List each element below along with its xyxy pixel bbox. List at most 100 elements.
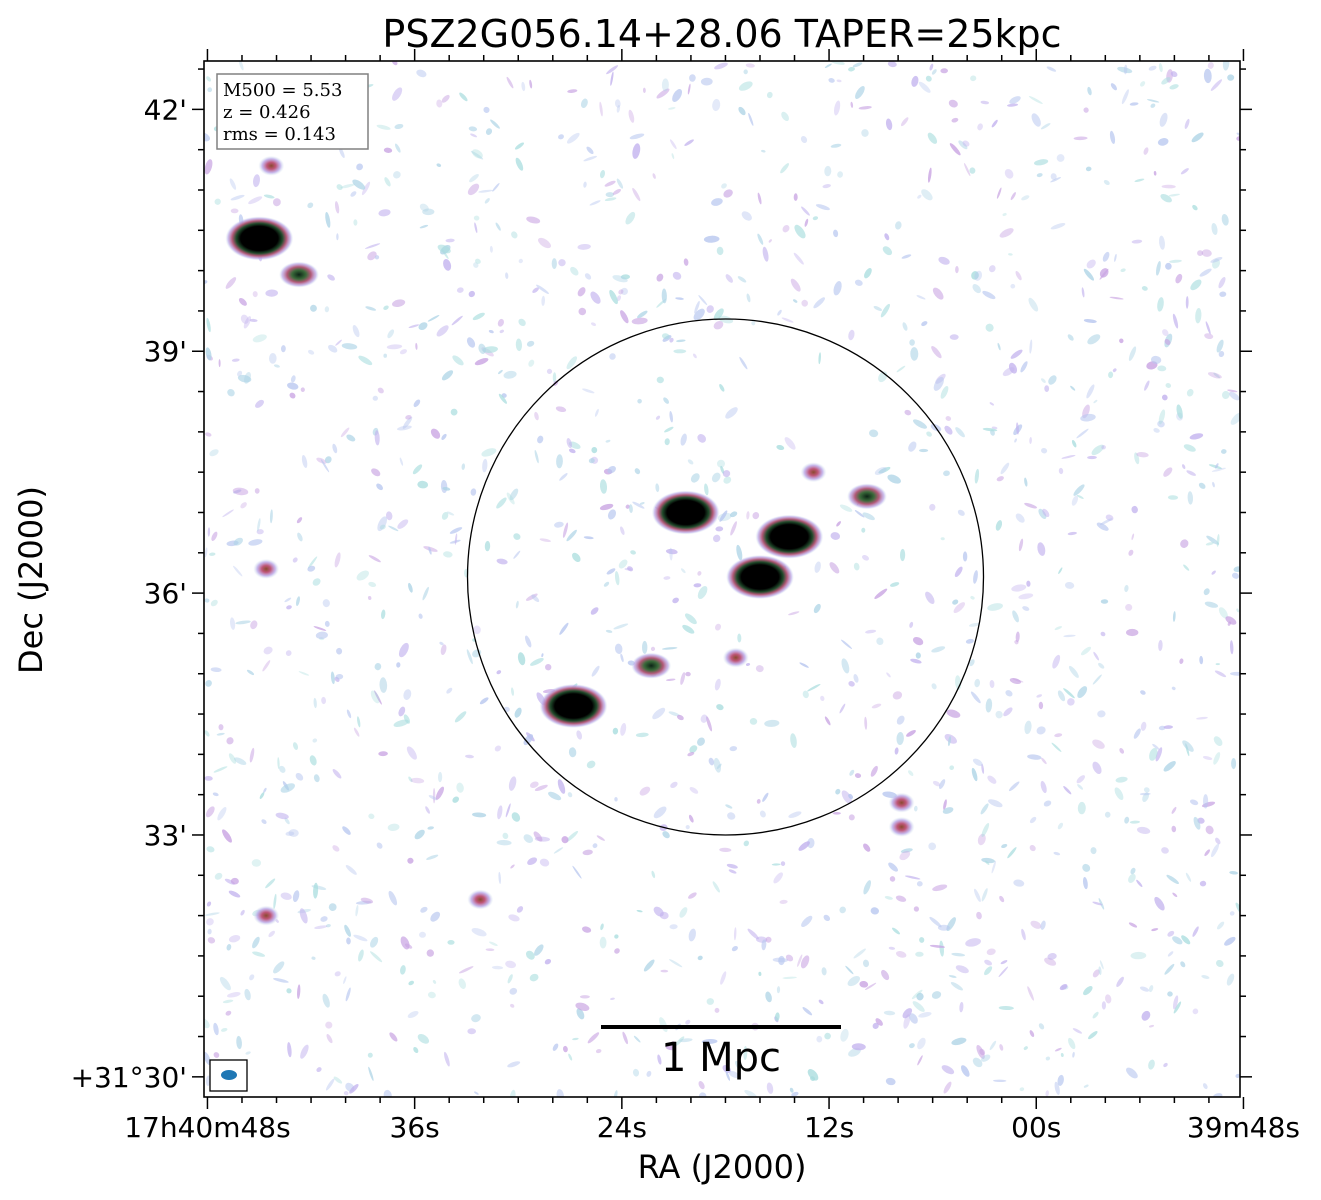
noise-speckle (1140, 81, 1146, 87)
noise-speckle (1040, 123, 1051, 130)
noise-speckle (816, 1035, 823, 1043)
noise-speckle (582, 849, 593, 856)
noise-speckle (209, 449, 219, 457)
noise-speckle (1207, 62, 1214, 69)
noise-speckle (929, 916, 942, 928)
noise-speckle (824, 1032, 831, 1040)
noise-speckle (1014, 640, 1019, 645)
noise-speckle (1114, 253, 1117, 262)
noise-speckle (991, 426, 998, 430)
noise-speckle (908, 770, 914, 776)
noise-speckle (523, 834, 534, 843)
noise-speckle (715, 526, 724, 532)
noise-speckle (594, 408, 599, 417)
noise-speckle (509, 488, 519, 501)
noise-speckle (774, 1012, 780, 1022)
noise-speckle (985, 860, 990, 865)
noise-speckle (341, 343, 358, 350)
noise-speckle (583, 181, 587, 188)
noise-speckle (225, 1010, 232, 1016)
noise-speckle (854, 279, 863, 286)
noise-speckle (762, 246, 769, 262)
noise-speckle (836, 79, 842, 83)
noise-speckle (1029, 845, 1036, 852)
noise-speckle (959, 1001, 964, 1013)
noise-speckle (1058, 567, 1063, 574)
noise-speckle (743, 1046, 748, 1060)
noise-speckle (669, 411, 673, 423)
noise-speckle (1068, 1037, 1076, 1050)
noise-speckle (788, 811, 802, 818)
noise-speckle (456, 782, 464, 793)
noise-speckle (629, 133, 645, 140)
noise-speckle (370, 951, 383, 963)
noise-speckle (387, 329, 395, 339)
noise-speckle (261, 819, 267, 824)
noise-speckle (887, 61, 897, 68)
noise-speckle (488, 329, 494, 334)
noise-speckle (1077, 686, 1088, 699)
noise-speckle (943, 470, 950, 477)
noise-speckle (577, 243, 591, 250)
noise-speckle (439, 641, 444, 646)
noise-speckle (374, 690, 382, 705)
noise-speckle (672, 597, 679, 604)
noise-speckle (1171, 825, 1177, 833)
noise-speckle (336, 647, 343, 655)
noise-speckle (703, 235, 720, 243)
noise-speckle (428, 795, 438, 801)
noise-speckle (1136, 879, 1143, 888)
noise-speckle (1205, 321, 1211, 335)
noise-speckle (248, 196, 263, 205)
noise-speckle (1213, 736, 1223, 746)
noise-speckle (628, 109, 635, 123)
noise-speckle (1098, 966, 1102, 976)
noise-speckle (848, 329, 855, 341)
noise-speckle (989, 265, 996, 273)
noise-speckle (253, 174, 260, 188)
noise-speckle (807, 683, 821, 692)
noise-speckle (1103, 179, 1110, 186)
noise-speckle (312, 738, 318, 743)
noise-speckle (537, 435, 544, 444)
noise-speckle (1108, 371, 1114, 379)
noise-speckle (441, 511, 449, 520)
noise-speckle (1171, 686, 1176, 691)
noise-speckle (1028, 297, 1039, 312)
noise-speckle (406, 746, 417, 760)
noise-speckle (419, 224, 429, 229)
noise-speckle (1172, 936, 1183, 945)
noise-speckle (207, 937, 216, 944)
noise-speckle (620, 526, 625, 535)
noise-speckle (275, 812, 289, 820)
noise-speckle (437, 771, 443, 783)
noise-speckle (350, 191, 357, 197)
noise-speckle (498, 393, 507, 404)
noise-speckle (1155, 261, 1161, 276)
noise-speckle (1215, 663, 1220, 666)
noise-speckle (697, 571, 702, 576)
noise-speckle (1157, 138, 1169, 146)
noise-speckle (566, 529, 577, 542)
noise-speckle (446, 511, 455, 516)
noise-speckle (526, 216, 541, 224)
noise-speckle (1153, 171, 1157, 176)
noise-speckle (1109, 130, 1116, 144)
noise-speckle (800, 955, 810, 969)
noise-speckle (599, 503, 614, 511)
noise-speckle (589, 200, 601, 206)
noise-speckle (999, 895, 1005, 903)
noise-speckle (491, 965, 504, 970)
noise-speckle (1235, 1073, 1240, 1078)
noise-speckle (499, 329, 504, 334)
noise-speckle (995, 710, 1003, 719)
noise-speckle (1158, 63, 1163, 73)
noise-speckle (322, 599, 330, 608)
noise-speckle (244, 371, 251, 384)
noise-speckle (233, 565, 243, 577)
noise-speckle (901, 254, 912, 259)
noise-speckle (231, 358, 240, 362)
noise-speckle (383, 305, 389, 310)
noise-speckle (913, 906, 920, 912)
noise-speckle (620, 287, 628, 295)
